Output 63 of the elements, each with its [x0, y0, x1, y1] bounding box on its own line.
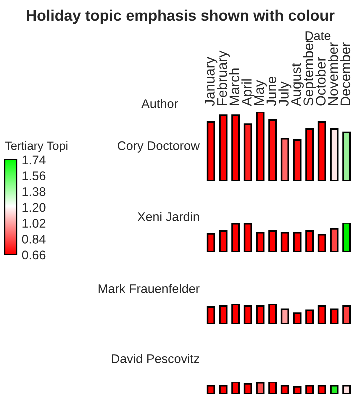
- bar: [244, 305, 252, 324]
- bar: [219, 114, 228, 181]
- y-axis-title: Cory Doctorow: [118, 142, 200, 153]
- x-tick-label: June: [266, 76, 277, 106]
- bar: [280, 138, 290, 181]
- bar: [244, 124, 252, 181]
- bar: [306, 230, 314, 252]
- bar: [268, 119, 278, 181]
- x-tick-label: February: [217, 50, 230, 106]
- text: Author: [142, 99, 178, 108]
- x-axis-title: Date: [306, 32, 331, 40]
- x-tick-label: July: [278, 82, 292, 106]
- bar: [330, 228, 339, 252]
- bar: [293, 232, 302, 252]
- color-bar-label: 1.38: [22, 187, 46, 196]
- y-axis-title: Mark Frauenfelder: [98, 284, 200, 294]
- bar: [268, 304, 278, 324]
- x-tick-label: April: [242, 80, 255, 106]
- bar: [206, 233, 216, 252]
- bar: [232, 223, 240, 252]
- bar: [330, 128, 339, 181]
- bar: [256, 305, 265, 324]
- color-bar-label: 1.02: [22, 219, 46, 228]
- bar: [293, 139, 302, 181]
- bar: [306, 310, 314, 324]
- y-axis-title: Xeni Jardin: [138, 212, 200, 222]
- color-bar-label: 1.20: [22, 203, 46, 212]
- x-tick-label: November: [328, 42, 338, 106]
- bar: [256, 112, 265, 181]
- chart-title: Holiday topic emphasis shown with colour: [27, 10, 335, 24]
- x-tick-label: January: [205, 57, 218, 106]
- bar: [342, 223, 352, 252]
- x-tick-label: September: [303, 38, 316, 106]
- x-tick-label: May: [254, 80, 267, 106]
- bar: [342, 305, 352, 324]
- x-tick-label: October: [316, 57, 326, 106]
- bar: [342, 132, 352, 181]
- bar: [232, 114, 240, 181]
- bar: [280, 308, 290, 324]
- bar: [244, 223, 252, 252]
- bar: [268, 230, 278, 252]
- bar: [206, 306, 216, 324]
- bar: [219, 305, 228, 324]
- color-bar-label: 0.66: [22, 250, 46, 260]
- bar: [219, 230, 228, 252]
- bar: [256, 232, 265, 252]
- color-bar-title: Tertiary Topi: [5, 142, 68, 153]
- bar: [232, 304, 240, 324]
- x-tick-label: March: [229, 68, 240, 106]
- bar: [306, 128, 314, 181]
- x-tick-label: August: [292, 63, 304, 106]
- bar: [293, 312, 302, 324]
- bar: [280, 232, 290, 252]
- bar: [318, 305, 326, 324]
- y-axis-title: David Pescovitz: [112, 354, 200, 364]
- bar: [330, 308, 339, 324]
- x-tick-label: December: [340, 42, 351, 106]
- bar: [318, 122, 326, 181]
- bar: [206, 122, 216, 181]
- bar: [318, 234, 326, 252]
- color-bar-label: 0.84: [22, 234, 46, 244]
- color-bar-label: 1.74: [22, 156, 46, 165]
- color-bar-label: 1.56: [22, 172, 46, 180]
